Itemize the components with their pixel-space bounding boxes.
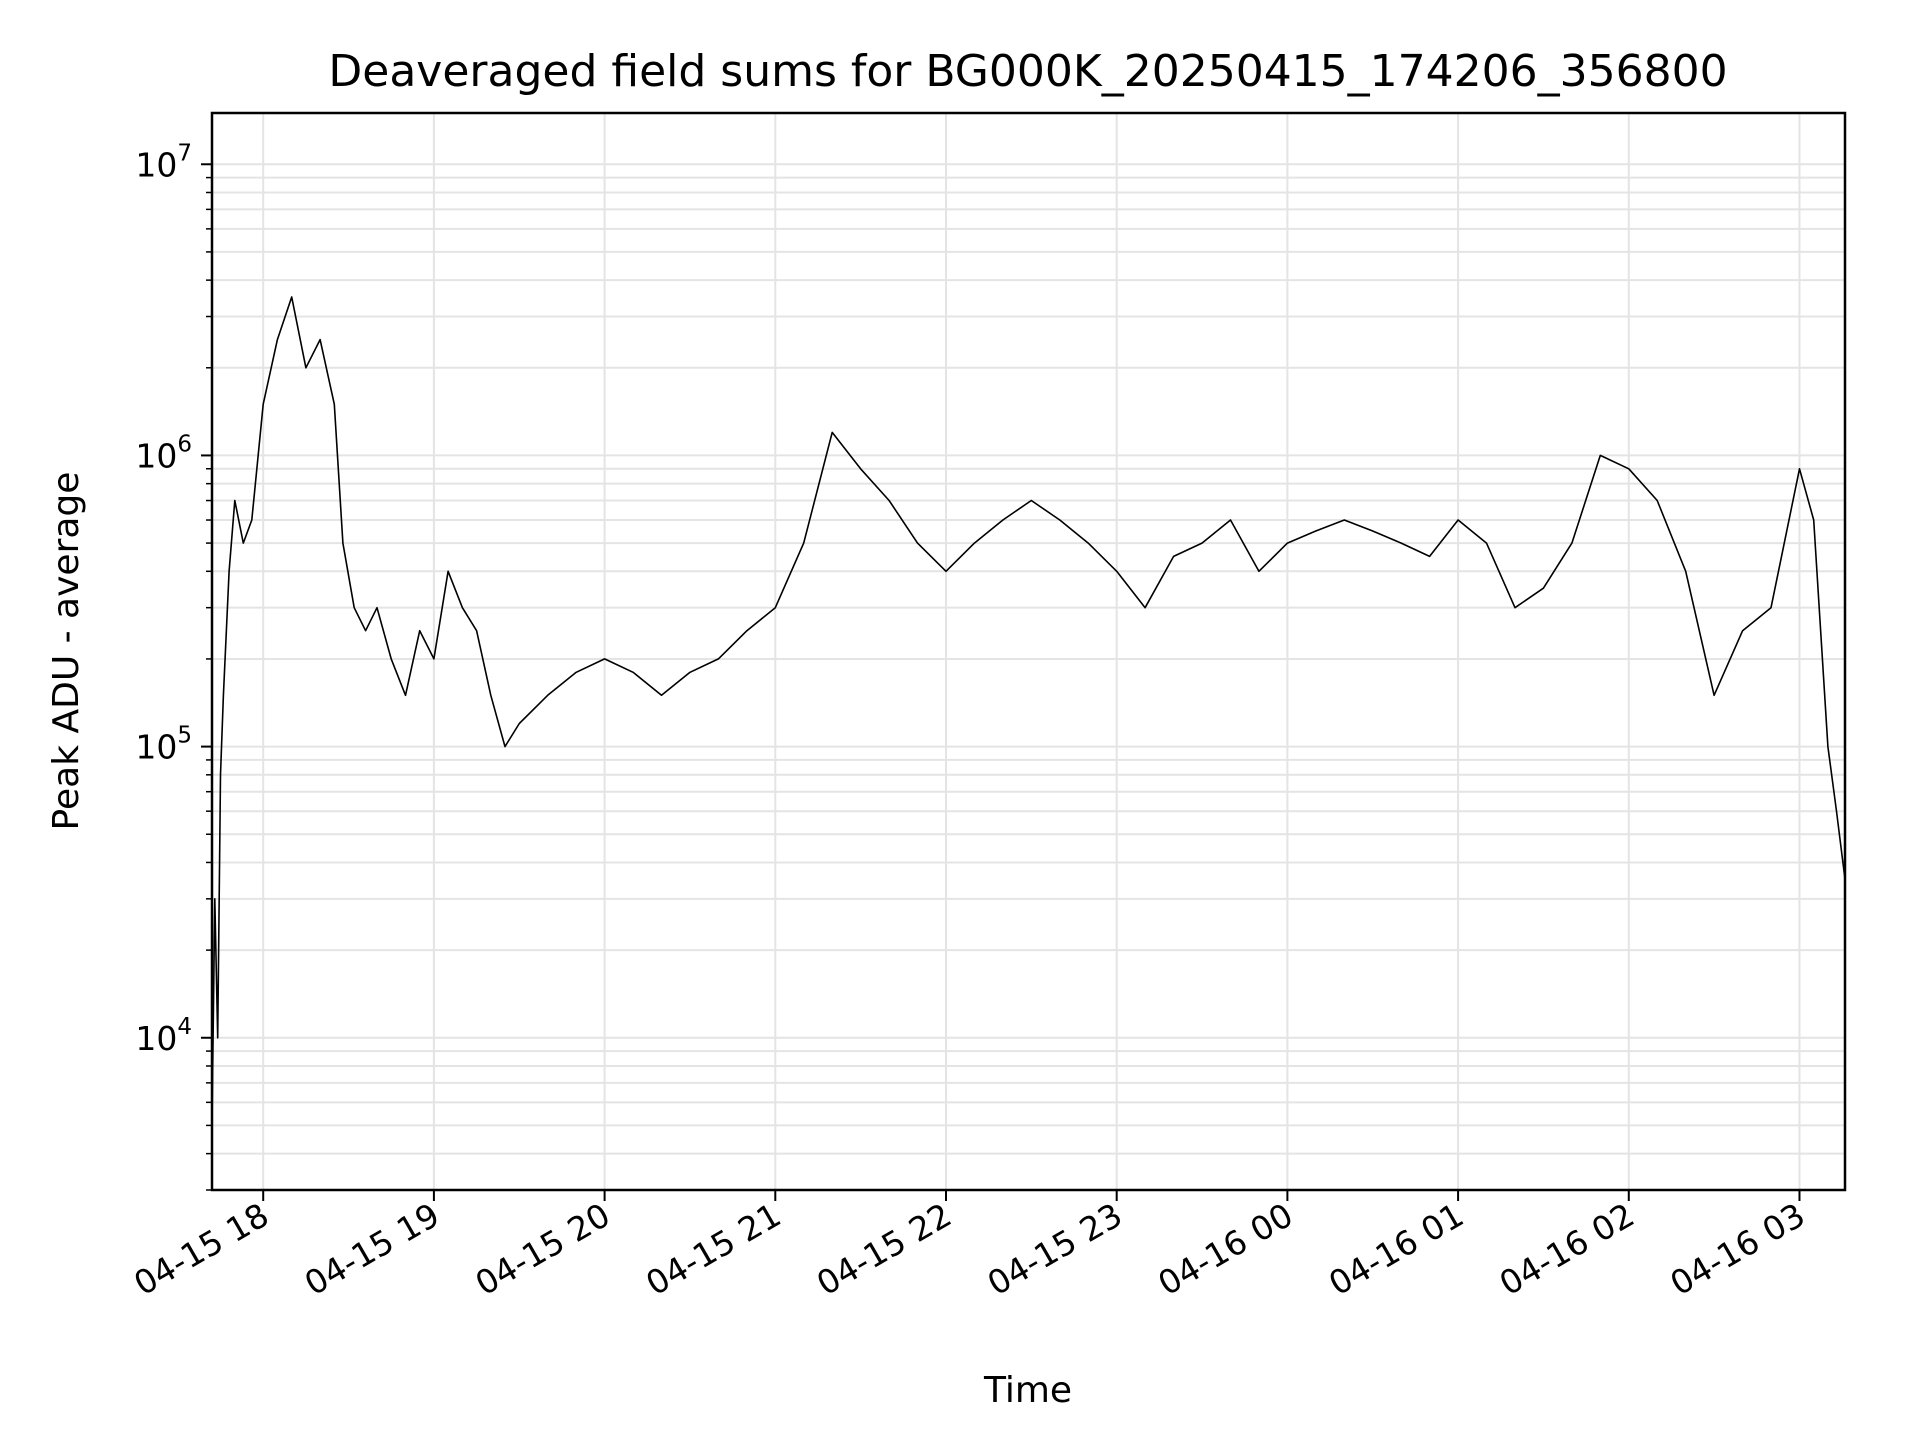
x-axis-label: Time <box>983 1370 1072 1411</box>
plot-frame <box>210 111 1847 1192</box>
y-tick-label: 105 <box>135 723 192 767</box>
y-axis-ticks: 104 105 106 107 <box>135 140 212 1191</box>
y-axis-label: Peak ADU - average <box>46 472 87 831</box>
series-line <box>211 296 1846 1126</box>
y-tick-label: 107 <box>135 140 192 184</box>
y-tick-label: 106 <box>135 431 192 475</box>
chart-title: Deaveraged field sums for BG000K_2025041… <box>328 46 1727 97</box>
y-tick-label: 104 <box>135 1014 192 1058</box>
